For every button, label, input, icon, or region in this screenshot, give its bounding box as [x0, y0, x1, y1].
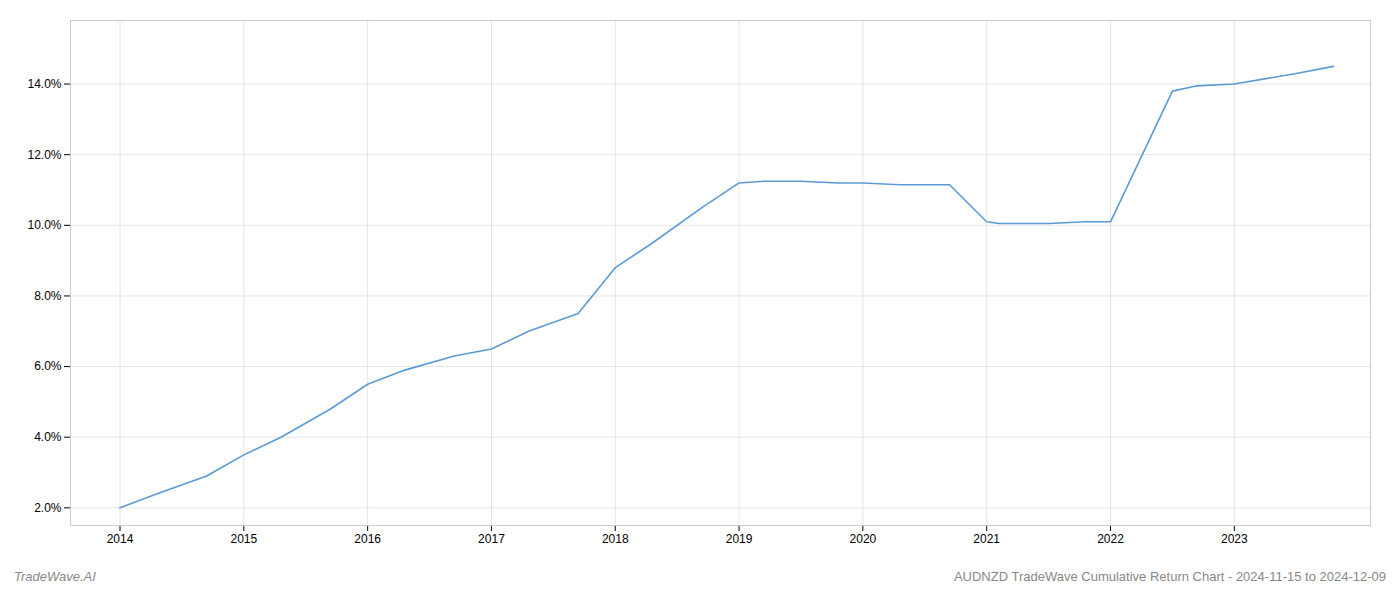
svg-text:2015: 2015	[230, 532, 257, 546]
svg-text:6.0%: 6.0%	[34, 359, 62, 373]
svg-text:2018: 2018	[602, 532, 629, 546]
svg-text:2019: 2019	[726, 532, 753, 546]
svg-text:14.0%: 14.0%	[27, 77, 61, 91]
svg-text:4.0%: 4.0%	[34, 430, 62, 444]
svg-text:12.0%: 12.0%	[27, 148, 61, 162]
svg-text:2021: 2021	[973, 532, 1000, 546]
svg-text:2022: 2022	[1097, 532, 1124, 546]
svg-text:2023: 2023	[1221, 532, 1248, 546]
html-text:AUDNZD TradeWave Cumulative Re: AUDNZD TradeWave Cumulative Return Chart…	[953, 569, 1386, 584]
svg-text:10.0%: 10.0%	[27, 218, 61, 232]
svg-text:2017: 2017	[478, 532, 505, 546]
svg-text:2016: 2016	[354, 532, 381, 546]
svg-text:2.0%: 2.0%	[34, 501, 62, 515]
svg-text:2020: 2020	[850, 532, 877, 546]
html-text:TradeWave.AI: TradeWave.AI	[14, 569, 96, 584]
svg-text:2014: 2014	[107, 532, 134, 546]
svg-text:8.0%: 8.0%	[34, 289, 62, 303]
